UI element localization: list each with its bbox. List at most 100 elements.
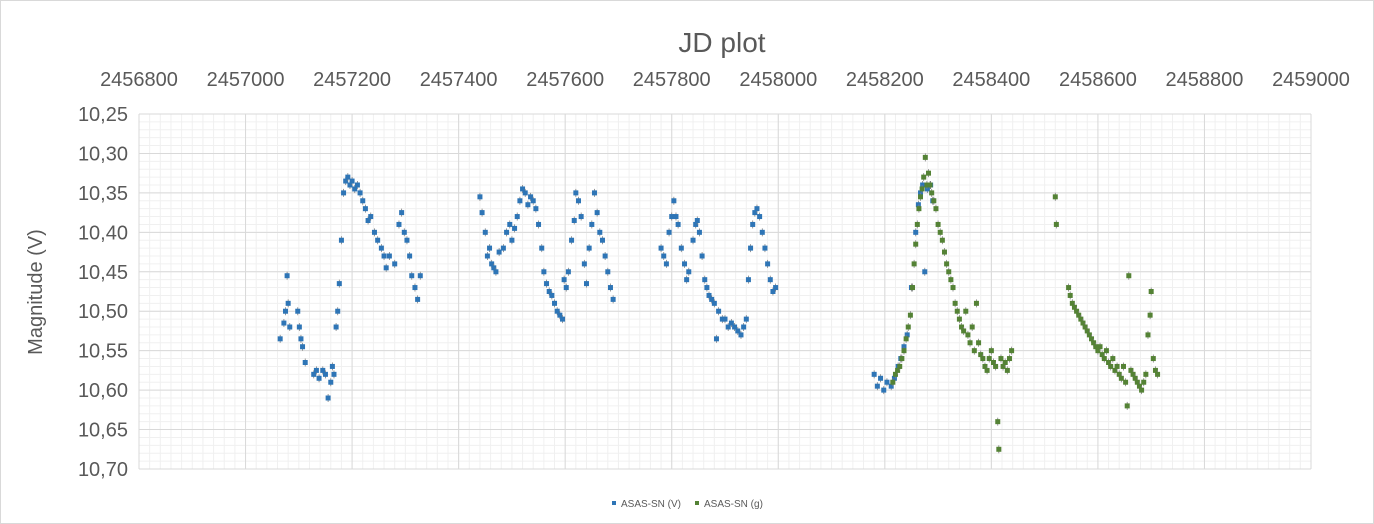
data-point: [594, 210, 600, 216]
data-point: [996, 446, 1002, 452]
data-point: [1000, 363, 1006, 369]
data-point: [311, 371, 317, 377]
x-tick-label: 2458600: [1059, 69, 1137, 91]
plot-grid: [138, 113, 1312, 470]
y-tick-label: 10,50: [78, 301, 128, 323]
data-point: [1089, 336, 1095, 342]
data-point: [489, 261, 495, 267]
data-point: [971, 348, 977, 354]
data-point: [892, 371, 898, 377]
data-point: [284, 273, 290, 279]
data-point: [722, 316, 728, 322]
data-point: [554, 308, 560, 314]
data-point: [988, 348, 994, 354]
data-point: [576, 198, 581, 204]
data-point: [341, 190, 347, 196]
data-point: [1074, 308, 1080, 314]
data-point: [725, 324, 731, 330]
data-point: [993, 363, 999, 369]
data-point: [884, 379, 890, 385]
data-point: [926, 170, 932, 176]
data-point: [360, 198, 366, 204]
data-point: [745, 277, 751, 283]
data-point: [591, 190, 597, 196]
data-point: [666, 229, 672, 235]
data-point: [682, 261, 688, 267]
data-point: [1099, 352, 1105, 358]
data-point: [871, 371, 877, 377]
legend-label: ASAS-SN (g): [704, 499, 763, 510]
data-point: [1134, 379, 1140, 385]
data-point: [482, 229, 488, 235]
data-point: [1002, 360, 1008, 365]
data-point: [316, 375, 322, 381]
data-point: [1118, 375, 1124, 381]
data-point: [888, 383, 894, 389]
data-point: [493, 269, 499, 275]
data-point: [386, 253, 392, 259]
data-point: [1116, 371, 1122, 377]
data-point: [412, 285, 418, 291]
data-point: [399, 210, 405, 216]
data-point: [557, 312, 563, 318]
data-points: [277, 153, 1161, 454]
data-point: [694, 218, 700, 223]
data-point: [396, 221, 402, 227]
data-point: [281, 320, 287, 326]
data-point: [899, 356, 905, 362]
data-point: [948, 277, 954, 283]
data-point: [911, 261, 917, 267]
data-point: [1066, 285, 1072, 291]
data-point: [589, 221, 595, 227]
data-point: [1091, 340, 1097, 346]
data-point: [773, 285, 779, 291]
data-point: [354, 182, 360, 188]
data-point: [1145, 332, 1151, 338]
data-point: [597, 229, 603, 235]
data-point: [944, 261, 950, 267]
data-point: [1076, 312, 1082, 318]
data-point: [915, 202, 921, 208]
data-point: [1067, 292, 1073, 298]
data-point: [1086, 332, 1092, 338]
data-point: [517, 198, 523, 204]
data-point: [973, 300, 979, 306]
data-point: [913, 241, 919, 247]
data-point: [669, 214, 675, 220]
data-point: [357, 190, 363, 196]
data-point: [954, 308, 960, 314]
data-point: [732, 324, 738, 330]
data-point: [333, 324, 339, 330]
data-point: [719, 316, 725, 322]
data-point: [1148, 289, 1154, 294]
data-point: [343, 178, 349, 184]
data-point: [477, 194, 483, 200]
data-point: [716, 308, 722, 314]
data-point: [1004, 367, 1010, 373]
data-point: [277, 336, 283, 342]
data-point: [504, 229, 510, 235]
data-point: [496, 249, 502, 255]
data-point: [673, 214, 679, 220]
data-point: [762, 245, 768, 251]
data-point: [675, 221, 681, 227]
data-point: [927, 182, 933, 188]
data-point: [995, 419, 1001, 425]
data-point: [661, 253, 667, 259]
data-point: [514, 214, 520, 220]
data-point: [507, 221, 513, 227]
data-point: [690, 237, 696, 243]
data-point: [1084, 328, 1090, 334]
data-point: [1101, 356, 1107, 362]
x-tick-label: 2457200: [313, 69, 391, 91]
data-point: [759, 229, 765, 235]
data-point: [404, 237, 410, 243]
data-point: [897, 363, 903, 369]
data-point: [1139, 387, 1145, 393]
data-point: [583, 281, 589, 287]
data-point: [1108, 363, 1114, 369]
data-point: [986, 356, 992, 362]
data-point: [907, 312, 913, 318]
data-point: [678, 245, 684, 251]
data-point: [1095, 348, 1101, 354]
